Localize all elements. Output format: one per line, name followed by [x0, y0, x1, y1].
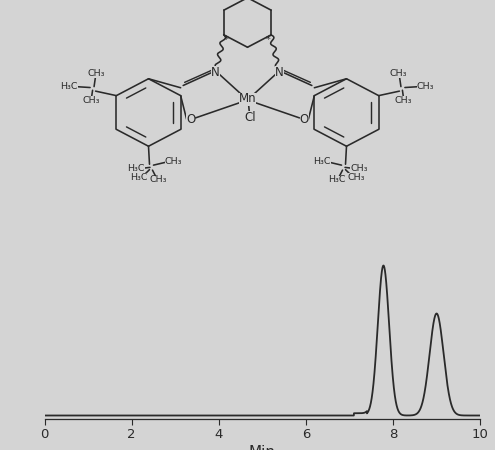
Text: CH₃: CH₃ — [164, 158, 182, 166]
Text: O: O — [300, 113, 309, 126]
Text: CH₃: CH₃ — [395, 96, 412, 105]
Text: *: * — [266, 35, 271, 45]
Text: H₃C: H₃C — [60, 82, 78, 91]
Text: H₃C: H₃C — [313, 158, 331, 166]
Text: CH₃: CH₃ — [350, 164, 368, 173]
Text: H₃C: H₃C — [127, 164, 145, 173]
Text: O: O — [186, 113, 195, 126]
Text: CH₃: CH₃ — [83, 96, 100, 105]
Text: CH₃: CH₃ — [149, 176, 167, 184]
Text: CH₃: CH₃ — [417, 82, 435, 91]
Text: CH₃: CH₃ — [390, 68, 407, 77]
Text: *: * — [224, 35, 229, 45]
Text: Cl: Cl — [244, 112, 256, 124]
Text: CH₃: CH₃ — [88, 68, 105, 77]
X-axis label: Min: Min — [249, 446, 276, 450]
Text: CH₃: CH₃ — [347, 173, 365, 182]
Text: N: N — [211, 66, 220, 78]
Text: N: N — [275, 66, 284, 78]
Text: H₃C: H₃C — [328, 176, 346, 184]
Text: H₃C: H₃C — [130, 173, 148, 182]
Text: Mn: Mn — [239, 93, 256, 105]
